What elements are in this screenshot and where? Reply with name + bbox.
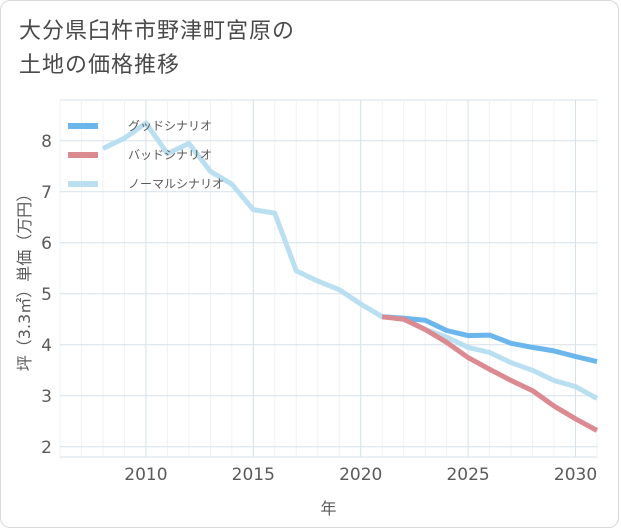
y-tick-label: 8 (41, 132, 52, 152)
x-axis-label: 年 (320, 499, 336, 518)
series-line-2 (101, 120, 599, 401)
y-axis-label: 坪（3.3㎡）単価（万円） (15, 186, 34, 371)
y-tick-label: 4 (41, 336, 52, 356)
legend-label: グッドシナリオ (128, 119, 212, 133)
title-line-2: 土地の価格推移 (19, 53, 181, 78)
y-tick-label: 6 (41, 234, 52, 254)
x-tick-label: 2025 (446, 465, 489, 485)
series-line-0 (382, 314, 598, 365)
x-tick-label: 2030 (554, 465, 597, 485)
axes: 2010 2015 2020 2025 2030 2 3 4 5 6 7 8 (41, 132, 597, 485)
x-tick-label: 2015 (232, 465, 275, 485)
series-lines (101, 120, 599, 433)
series-line-1 (381, 314, 599, 433)
x-tick-label: 2020 (339, 465, 382, 485)
y-tick-label: 2 (41, 438, 52, 458)
title-line-1: 大分県臼杵市野津町宮原の (19, 19, 296, 44)
y-tick-label: 5 (41, 285, 52, 305)
legend-label: ノーマルシナリオ (128, 177, 224, 191)
legend-label: バッドシナリオ (128, 148, 212, 162)
grid (59, 99, 598, 458)
x-tick-label: 2010 (124, 465, 167, 485)
chart-title: 大分県臼杵市野津町宮原の 土地の価格推移 (19, 15, 295, 83)
y-tick-label: 3 (41, 387, 52, 407)
y-tick-label: 7 (41, 183, 52, 203)
